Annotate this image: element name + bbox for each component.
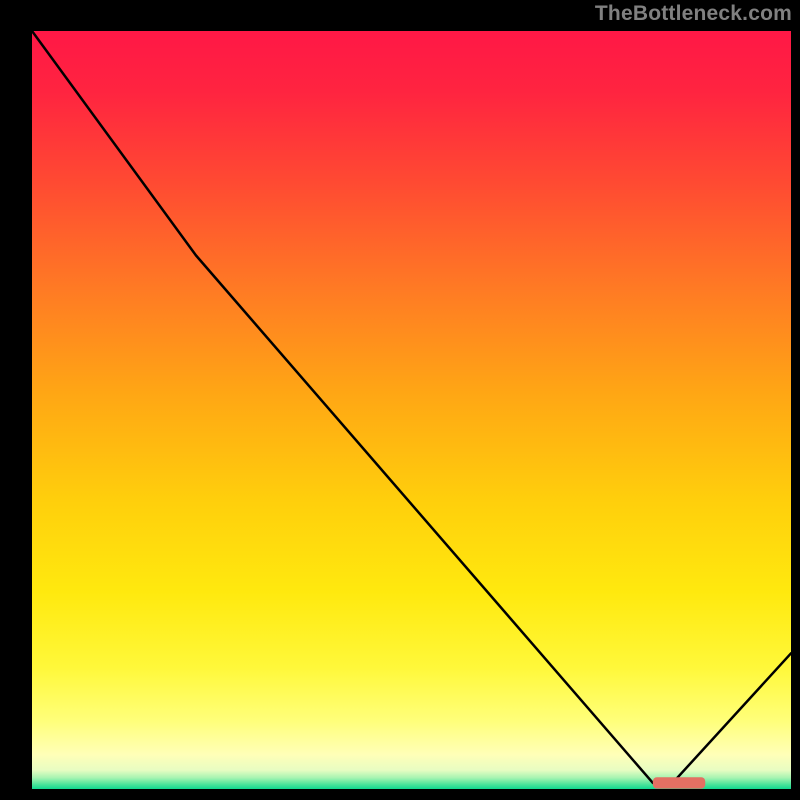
attribution-label: TheBottleneck.com — [595, 2, 792, 26]
chart-overlay-svg — [32, 31, 791, 789]
optimal-range-marker — [653, 777, 705, 788]
bottleneck-chart — [32, 31, 791, 789]
bottleneck-curve — [32, 31, 791, 783]
